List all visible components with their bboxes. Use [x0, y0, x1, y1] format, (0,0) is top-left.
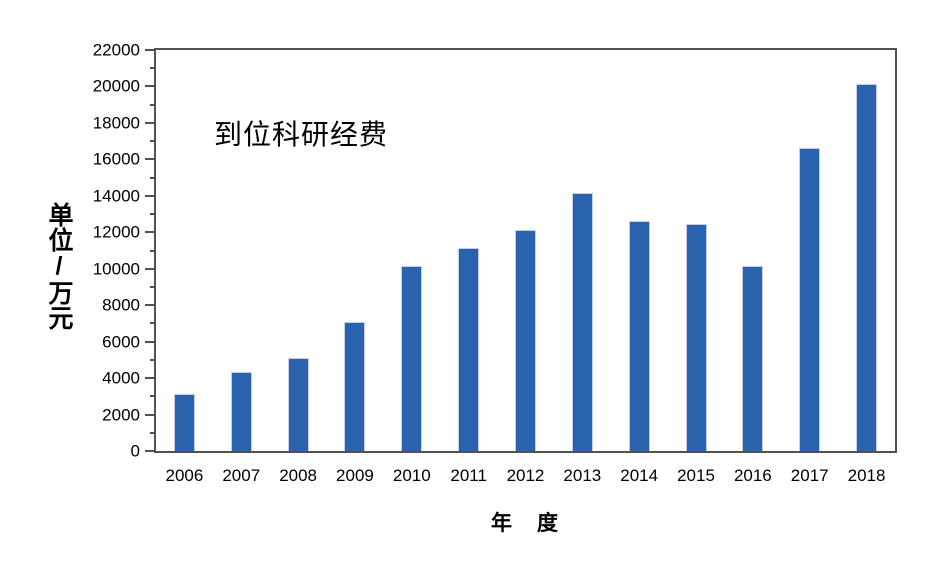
y-tick-label: 10000 — [92, 259, 140, 279]
y-major-tick — [145, 158, 155, 161]
y-tick-label: 4000 — [102, 368, 140, 388]
bar-2018 — [856, 84, 878, 451]
chart-annotation: 到位科研经费 — [214, 119, 389, 150]
y-tick-label: 0 — [130, 441, 140, 461]
y-tick-label: 12000 — [92, 222, 140, 242]
x-tick-label: 2018 — [847, 466, 886, 485]
y-tick-label: 2000 — [102, 405, 140, 425]
y-tick-label: 8000 — [102, 295, 140, 315]
y-axis-tick-labels: 0 2000 4000 6000 8000 10000 12000 14000 16000 180… — [55, 42, 140, 460]
y-tick-label: 6000 — [102, 332, 140, 352]
y-tick-label: 14000 — [92, 186, 140, 206]
x-tick-label: 2012 — [506, 466, 545, 485]
bar-slot — [554, 50, 611, 451]
x-tick-label: 2009 — [336, 466, 374, 485]
bar-2015 — [685, 223, 707, 451]
x-tick-label: 2014 — [620, 466, 659, 485]
bar-2007 — [230, 371, 252, 451]
bar-2011 — [458, 248, 480, 451]
bar-slot — [156, 50, 213, 451]
bar-2016 — [742, 265, 764, 451]
y-minor-tick — [150, 140, 155, 143]
bar-slot — [327, 50, 384, 451]
bar-slot — [724, 50, 781, 451]
y-minor-tick — [150, 358, 155, 361]
y-minor-tick — [150, 322, 155, 325]
y-minor-tick — [150, 67, 155, 70]
bar-slot — [668, 50, 725, 451]
bar-2017 — [799, 148, 821, 451]
y-tick-label: 22000 — [92, 40, 140, 60]
y-minor-tick — [150, 176, 155, 179]
y-tick-label: 16000 — [92, 149, 140, 169]
y-tick-label: 20000 — [92, 76, 140, 96]
x-tick-label: 2006 — [165, 466, 204, 485]
y-major-tick — [145, 450, 155, 452]
x-tick-label: 2013 — [563, 466, 602, 485]
x-tick-label: 2015 — [677, 466, 715, 485]
bar-slot — [270, 50, 327, 451]
x-tick-label: 2010 — [392, 466, 431, 485]
plot-area: 到位科研经费 — [154, 48, 897, 453]
bar-2012 — [514, 230, 536, 451]
y-major-tick — [145, 267, 155, 270]
x-axis-title: 年 度 — [491, 512, 560, 535]
y-minor-tick — [150, 431, 155, 434]
y-minor-tick — [150, 285, 155, 288]
bar-slot — [213, 50, 270, 451]
y-axis-ticks — [145, 49, 155, 452]
x-tick-label: 2007 — [222, 466, 261, 485]
y-major-tick — [145, 413, 155, 416]
bar-slot — [838, 50, 895, 451]
bar-2014 — [628, 220, 650, 451]
y-minor-tick — [150, 249, 155, 252]
bar-2006 — [173, 393, 195, 451]
bar-2013 — [571, 193, 593, 451]
x-tick-label: 2011 — [450, 466, 487, 485]
y-major-tick — [145, 121, 155, 124]
bar-slot — [440, 50, 497, 451]
y-tick-label: 18000 — [92, 113, 140, 133]
bar-2010 — [401, 266, 423, 451]
y-major-tick — [145, 49, 155, 51]
y-minor-tick — [150, 395, 155, 398]
bars-container — [156, 50, 895, 451]
bar-slot — [781, 50, 838, 451]
y-major-tick — [145, 85, 155, 88]
x-tick-label: 2016 — [733, 466, 772, 485]
x-tick-label: 2008 — [279, 466, 318, 485]
bar-slot — [497, 50, 554, 451]
x-axis-tick-labels: 2006 2007 2008 2009 2010 2011 2012 2013 2014 2015… — [156, 466, 895, 486]
y-major-tick — [145, 194, 155, 197]
y-major-tick — [145, 304, 155, 307]
bar-slot — [383, 50, 440, 451]
bar-2008 — [287, 358, 309, 451]
y-minor-tick — [150, 213, 155, 216]
y-minor-tick — [150, 103, 155, 106]
y-major-tick — [145, 340, 155, 343]
y-major-tick — [145, 231, 155, 234]
bar-2009 — [344, 321, 366, 451]
y-major-tick — [145, 377, 155, 380]
x-tick-label: 2017 — [790, 466, 829, 485]
bar-slot — [611, 50, 668, 451]
y-axis-title: 单位/万元 — [45, 202, 73, 330]
